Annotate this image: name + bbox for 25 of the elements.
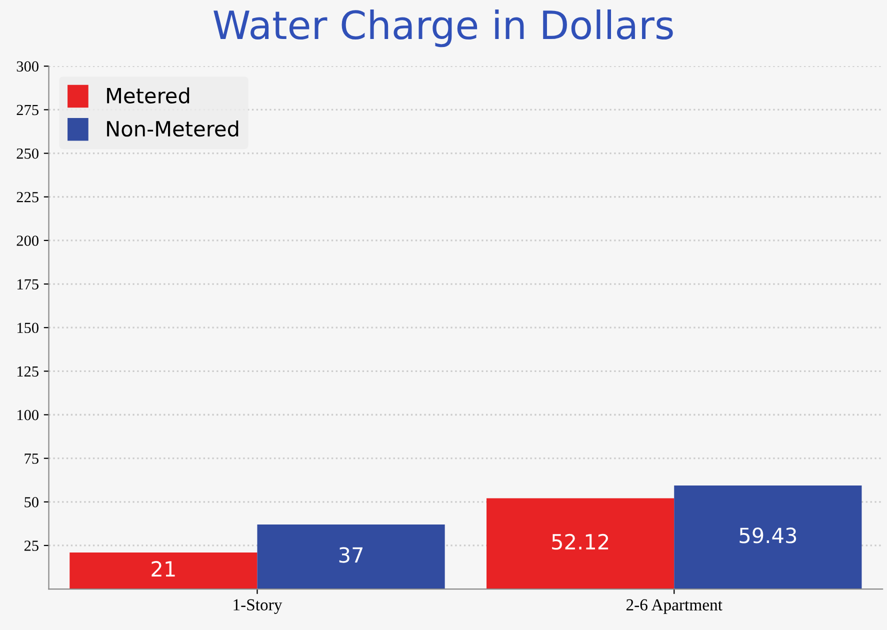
- bar: [674, 485, 862, 590]
- data-label: 37: [339, 547, 363, 563]
- y-tick-label: 225: [16, 192, 38, 202]
- chart-title: Water Charge in Dollars: [214, 9, 673, 48]
- y-tick-label: 150: [17, 322, 38, 334]
- legend-label: Metered: [107, 87, 190, 104]
- y-tick-label: 100: [17, 410, 38, 420]
- y-tick-label: 200: [16, 236, 38, 246]
- x-tick-label: 2-6 Apartment: [626, 599, 722, 614]
- legend-label: Non-Metered: [107, 120, 238, 137]
- y-tick-label: 250: [16, 148, 38, 159]
- data-label: 59.43: [740, 528, 796, 544]
- data-label: 52.12: [552, 534, 608, 550]
- bar: [70, 552, 258, 590]
- x-tick-label: 1-Story: [234, 599, 282, 614]
- y-tick-label: 125: [17, 366, 38, 377]
- y-tick-label: 275: [16, 104, 38, 116]
- y-tick-label: 75: [24, 454, 38, 464]
- y-tick-label: 175: [17, 279, 38, 290]
- bar: [486, 498, 674, 590]
- y-tick-label: 25: [24, 540, 38, 551]
- y-tick-label: 50: [24, 497, 38, 508]
- bar: [257, 524, 445, 590]
- y-tick-label: 300: [16, 61, 38, 72]
- data-label: 21: [152, 561, 175, 576]
